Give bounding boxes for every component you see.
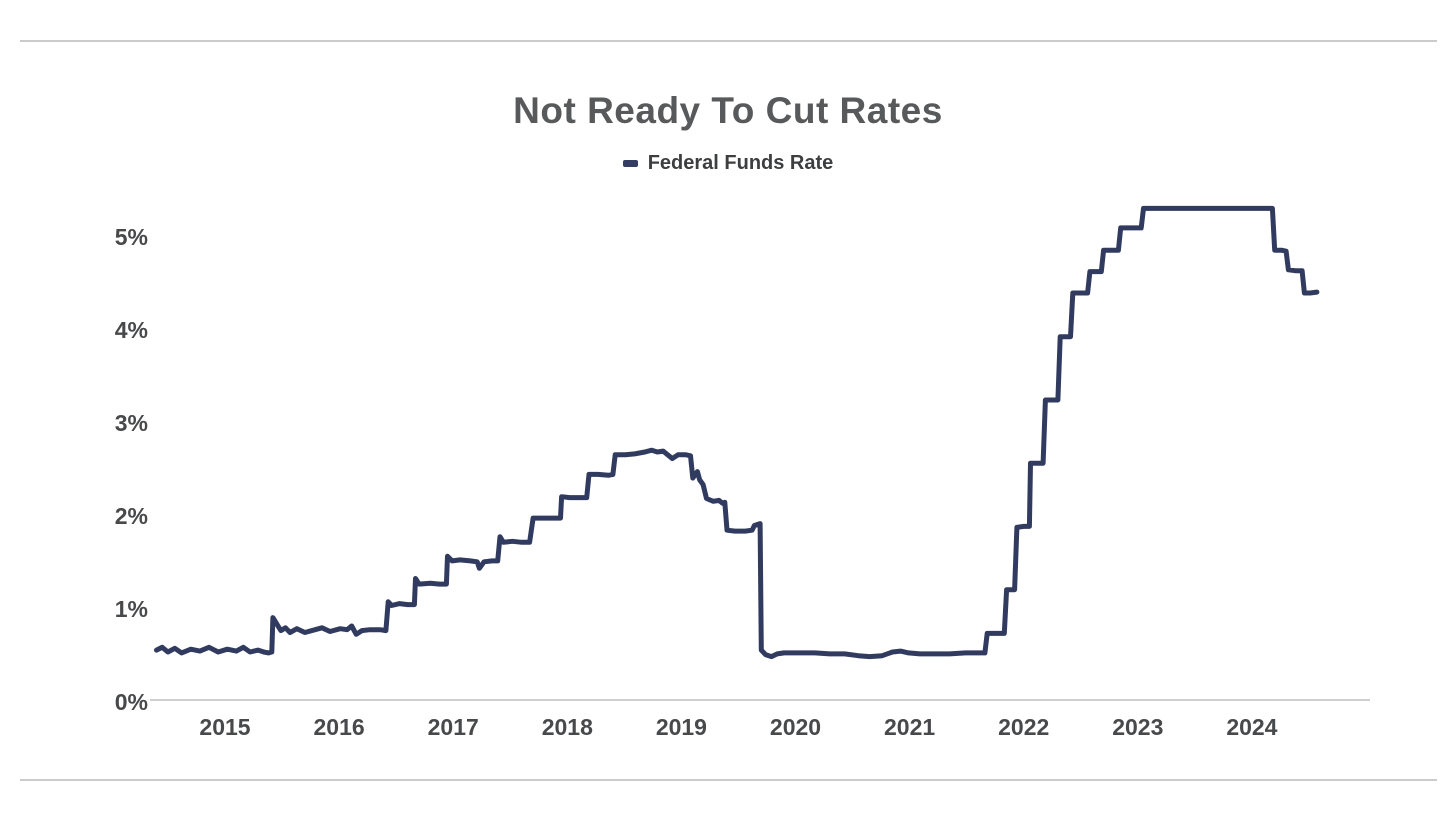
bottom-divider xyxy=(20,779,1437,781)
y-axis-tick-label: 3% xyxy=(115,410,148,436)
legend-swatch-icon xyxy=(622,160,638,167)
x-axis-tick-label: 2024 xyxy=(1226,714,1277,740)
x-axis-tick-label: 2021 xyxy=(884,714,935,740)
top-divider xyxy=(20,40,1437,42)
legend: Federal Funds Rate xyxy=(0,152,1456,175)
fed-funds-rate-line xyxy=(154,205,1320,660)
x-axis-tick-label: 2015 xyxy=(199,714,250,740)
x-axis-tick-label: 2019 xyxy=(656,714,707,740)
x-axis-tick-label: 2020 xyxy=(770,714,821,740)
y-axis-tick-label: 1% xyxy=(115,596,148,622)
y-axis-tick-label: 4% xyxy=(115,317,148,343)
x-axis-tick-label: 2023 xyxy=(1112,714,1163,740)
chart-title: Not Ready To Cut Rates xyxy=(513,90,943,131)
x-axis-tick-label: 2017 xyxy=(428,714,479,740)
y-axis-tick-label: 5% xyxy=(115,224,148,250)
y-axis-tick-label: 0% xyxy=(115,689,148,715)
x-axis-tick-label: 2016 xyxy=(314,714,365,740)
x-axis-tick-label: 2022 xyxy=(998,714,1049,740)
x-axis-tick-label: 2018 xyxy=(542,714,593,740)
legend-label: Federal Funds Rate xyxy=(647,152,834,174)
y-axis-tick-label: 2% xyxy=(115,503,148,529)
